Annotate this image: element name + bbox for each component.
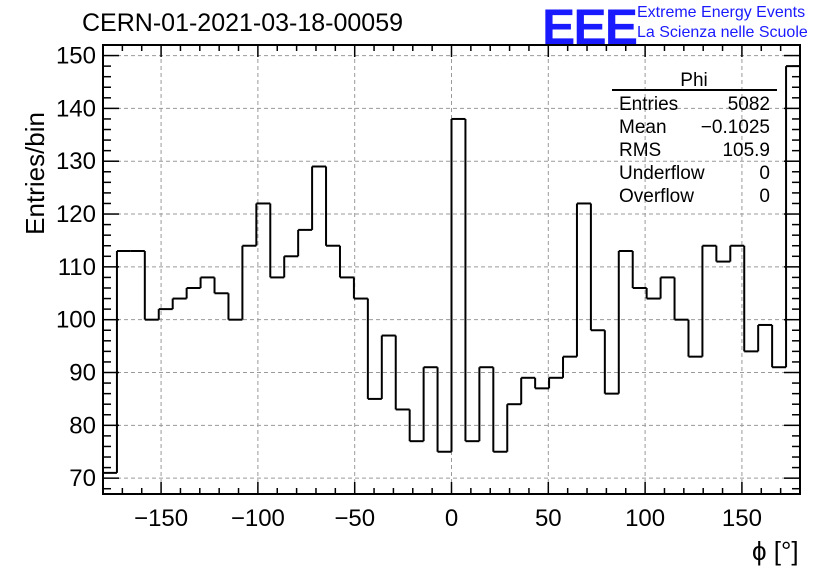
axis-ticks (102, 44, 801, 494)
y-tick-label: 140 (56, 95, 96, 122)
stats-label: RMS (619, 140, 661, 161)
stats-title: Phi (680, 70, 707, 91)
x-tick-label: −150 (134, 505, 188, 532)
y-tick-label: 150 (56, 43, 96, 70)
stats-label: Entries (619, 94, 678, 115)
y-tick-label: 80 (69, 412, 96, 439)
tick-labels: −150 −100 −50 0 50 100 150 70 80 90 100 110 120 130 14… (56, 43, 762, 532)
x-tick-label: 0 (445, 505, 458, 532)
logo-line-2: La Scienza nelle Scuole (637, 24, 808, 41)
y-tick-label: 130 (56, 148, 96, 175)
stats-value: 105.9 (722, 140, 770, 161)
chart-title: CERN-01-2021-03-18-00059 (82, 9, 404, 37)
logo-line-1: Extreme Energy Events (637, 4, 806, 21)
stats-value: 0 (759, 186, 770, 207)
histogram-series (103, 65, 800, 474)
x-tick-label: −50 (334, 505, 375, 532)
stats-value: −0.1025 (701, 117, 770, 138)
y-tick-label: 100 (56, 307, 96, 334)
eee-logo: EEE (542, 0, 638, 55)
y-axis-label: Entries/bin (20, 112, 50, 235)
stats-label: Underflow (619, 163, 705, 184)
stats-label: Overflow (619, 186, 694, 207)
x-tick-label: −100 (231, 505, 285, 532)
y-tick-label: 90 (69, 360, 96, 387)
stats-value: 5082 (728, 94, 770, 115)
y-tick-label: 70 (69, 465, 96, 492)
x-tick-label: 50 (535, 505, 562, 532)
x-tick-label: 100 (625, 505, 665, 532)
y-tick-label: 110 (58, 254, 96, 281)
x-tick-label: 150 (722, 505, 762, 532)
stats-value: 0 (759, 163, 770, 184)
y-tick-label: 120 (56, 201, 96, 228)
stats-label: Mean (619, 117, 667, 138)
x-axis-label: ϕ [°] (752, 536, 799, 566)
